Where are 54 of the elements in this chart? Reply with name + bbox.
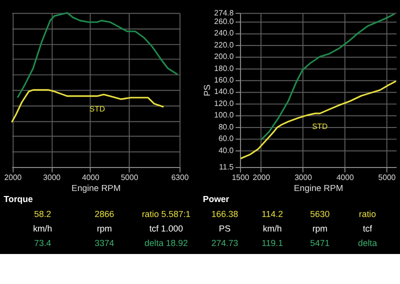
y-tick-label: 160.0 <box>214 76 234 84</box>
x-tick-label: 6300 <box>171 173 190 182</box>
text: ratio <box>358 208 376 219</box>
y-tick-label: 100.0 <box>214 110 234 120</box>
x-tick-label: 2000 <box>4 173 22 182</box>
text: Torque <box>4 194 33 204</box>
y-tick-label: 260.0 <box>214 16 234 26</box>
x-tick-label: 3000 <box>43 173 62 182</box>
y-tick-label: 80.0 <box>218 122 234 132</box>
text: 166.38 <box>211 208 238 219</box>
text: rpm <box>96 223 112 234</box>
series-label: STD <box>89 104 106 114</box>
y-tick-label: 240.0 <box>214 28 234 38</box>
text: 274.73 <box>211 238 238 248</box>
text: 5630 <box>310 208 330 219</box>
x-tick-label: 4000 <box>336 173 354 182</box>
text: Power <box>202 194 230 204</box>
line-series <box>240 80 397 160</box>
x-axis-title: Engine RPM <box>71 182 121 193</box>
x-tick-label: 4000 <box>82 173 100 182</box>
text: PS <box>218 223 231 234</box>
line-series <box>260 13 396 141</box>
x-tick-label: 1500 <box>232 173 250 182</box>
y-axis-title: PS <box>202 84 212 96</box>
text: 2866 <box>94 208 114 219</box>
text: 5471 <box>310 238 330 248</box>
text: delta <box>358 238 378 248</box>
x-tick-label: 2000 <box>252 173 271 182</box>
y-tick-label: 120.0 <box>214 98 234 108</box>
y-tick-label: 274.8 <box>214 8 234 18</box>
x-tick-label: 3000 <box>294 173 313 182</box>
x-tick-label: 5000 <box>378 173 396 182</box>
text: tcf 1.000 <box>149 223 184 234</box>
text: 119.1 <box>262 238 284 248</box>
y-tick-label: 40.0 <box>218 146 234 155</box>
y-tick-label: 200.0 <box>214 52 234 62</box>
text: 73.4 <box>34 238 52 248</box>
text: delta 18.92 <box>144 238 188 248</box>
y-tick-label: 11.5 <box>219 162 234 172</box>
y-tick-label: 140.0 <box>214 87 234 96</box>
text: tcf <box>362 223 373 234</box>
y-tick-label: 60.0 <box>218 134 234 144</box>
text: ratio 5.587:1 <box>142 208 191 219</box>
series-label: STD <box>312 122 328 132</box>
text: km/h <box>262 223 282 234</box>
x-axis-title: Engine RPM <box>294 182 344 193</box>
y-tick-label: 180.0 <box>214 64 234 73</box>
text: km/h <box>33 223 52 234</box>
y-tick-label: 220.0 <box>214 40 234 50</box>
text: 114.2 <box>262 208 284 219</box>
text: 58.2 <box>34 208 52 219</box>
x-tick-label: 5000 <box>120 173 139 182</box>
text: 3374 <box>94 238 114 248</box>
text: rpm <box>312 223 328 234</box>
